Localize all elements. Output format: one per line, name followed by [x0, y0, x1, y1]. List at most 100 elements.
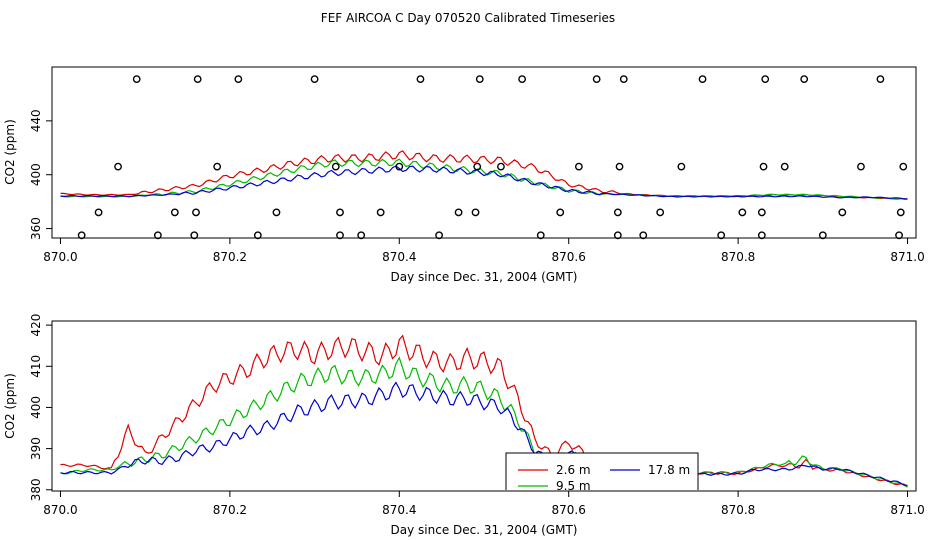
calibration-point	[77, 231, 86, 240]
legend-label-17-8m: 17.8 m	[648, 463, 690, 477]
calibration-point	[800, 75, 809, 84]
calibration-point	[336, 231, 344, 240]
bottom-y-tick-label: 400	[29, 396, 43, 419]
calibration-point	[331, 162, 340, 171]
calibration-point	[272, 208, 281, 217]
calibration-point	[613, 208, 622, 217]
figure-title: FEF AIRCOA C Day 070520 Calibrated Times…	[321, 11, 615, 25]
top-calibration-points	[77, 75, 908, 240]
calibration-point	[132, 75, 141, 84]
calibration-point	[234, 75, 243, 84]
calibration-point	[170, 208, 179, 217]
bottom-y-tick-label: 410	[29, 355, 43, 378]
bottom-x-tick-label: 870.0	[43, 503, 77, 517]
calibration-point	[454, 208, 463, 217]
calibration-point	[761, 75, 770, 84]
bottom-x-tick-label: 870.2	[213, 503, 247, 517]
calibration-point	[757, 208, 766, 217]
calibration-point	[677, 162, 686, 171]
bottom-x-tick-label: 870.8	[721, 503, 755, 517]
calibration-point	[574, 162, 583, 171]
legend-label-2-6m: 2.6 m	[556, 463, 591, 477]
calibration-point	[518, 75, 527, 84]
calibration-point	[153, 231, 162, 240]
legend: 2.6 m 9.5 m 17.8 m	[505, 452, 699, 493]
top-series-9-5-m	[60, 158, 908, 201]
top-x-tick-label: 870.2	[213, 250, 247, 264]
legend-box	[505, 452, 699, 490]
calibration-point	[114, 162, 122, 171]
bottom-y-tick-label: 390	[29, 437, 43, 460]
calibration-point	[556, 208, 565, 217]
calibration-point	[357, 231, 366, 240]
calibration-point	[310, 75, 319, 84]
bottom-y-tick-label: 380	[29, 478, 43, 501]
calibration-point	[395, 162, 404, 171]
calibration-point	[336, 208, 344, 217]
top-x-tick-label: 870.0	[43, 250, 77, 264]
calibration-point	[639, 231, 648, 240]
calibration-point	[838, 208, 847, 217]
calibration-point	[759, 162, 768, 171]
calibration-point	[738, 208, 747, 217]
calibration-point	[717, 231, 726, 240]
calibration-point	[473, 162, 482, 171]
calibration-point	[615, 162, 624, 171]
top-series-group	[60, 150, 908, 201]
calibration-point	[253, 231, 262, 240]
bottom-x-tick-label: 871.0	[890, 503, 924, 517]
calibration-point	[435, 231, 444, 240]
top-axis-ticks: 870.0 870.2 870.4 870.6 870.8 871.0 360 400 440	[29, 109, 925, 264]
bottom-y-axis-label: CO2 (ppm)	[3, 373, 17, 439]
calibration-point	[656, 208, 665, 217]
calibration-point	[94, 208, 103, 217]
top-y-tick-label: 360	[29, 217, 43, 240]
calibration-point	[899, 162, 908, 171]
calibration-point	[213, 162, 222, 171]
calibration-point	[876, 75, 885, 84]
top-x-tick-label: 871.0	[890, 250, 924, 264]
top-x-tick-label: 870.8	[721, 250, 755, 264]
calibration-point	[780, 162, 789, 171]
bottom-series-group	[60, 334, 908, 488]
top-x-tick-label: 870.6	[552, 250, 586, 264]
calibration-point	[536, 231, 545, 240]
calibration-point	[757, 231, 766, 240]
calibration-point	[497, 162, 505, 171]
top-y-tick-label: 400	[29, 163, 43, 186]
bottom-panel: 870.0 870.2 870.4 870.6 870.8 871.0 380 390 400 4…	[3, 314, 925, 537]
bottom-series-17-8-m	[60, 381, 908, 486]
bottom-x-tick-label: 870.4	[382, 503, 416, 517]
calibration-point	[193, 75, 202, 84]
top-y-tick-label: 440	[29, 109, 43, 132]
bottom-axis-ticks: 870.0 870.2 870.4 870.6 870.8 871.0 380 390 400 4…	[29, 314, 925, 517]
calibration-point	[698, 75, 707, 84]
bottom-series-2-6-m	[60, 334, 908, 487]
calibration-point	[475, 75, 484, 84]
calibration-point	[619, 75, 628, 84]
top-panel: 870.0 870.2 870.4 870.6 870.8 871.0360400440 …	[3, 66, 925, 284]
bottom-x-axis-label: Day since Dec. 31, 2004 (GMT)	[391, 523, 578, 537]
legend-label-9-5m: 9.5 m	[556, 479, 591, 493]
calibration-point	[376, 208, 385, 217]
top-y-axis-label: CO2 (ppm)	[3, 119, 17, 185]
bottom-plot-frame	[51, 320, 917, 492]
top-series-17-8-m	[60, 165, 908, 200]
calibration-point	[896, 208, 905, 217]
calibration-point	[471, 208, 480, 217]
bottom-x-tick-label: 870.6	[552, 503, 586, 517]
calibration-point	[895, 231, 903, 240]
calibration-point	[416, 75, 425, 84]
calibration-point	[190, 231, 199, 240]
calibration-point	[857, 162, 865, 171]
bottom-series-9-5-m	[60, 356, 908, 488]
top-x-axis-label: Day since Dec. 31, 2004 (GMT)	[391, 270, 578, 284]
calibration-point	[192, 208, 200, 217]
top-plot-frame	[51, 66, 917, 239]
calibration-point	[592, 75, 601, 84]
calibration-point	[818, 231, 827, 240]
calibration-point	[613, 231, 622, 240]
top-x-tick-label: 870.4	[382, 250, 416, 264]
bottom-y-tick-label: 420	[29, 314, 43, 337]
